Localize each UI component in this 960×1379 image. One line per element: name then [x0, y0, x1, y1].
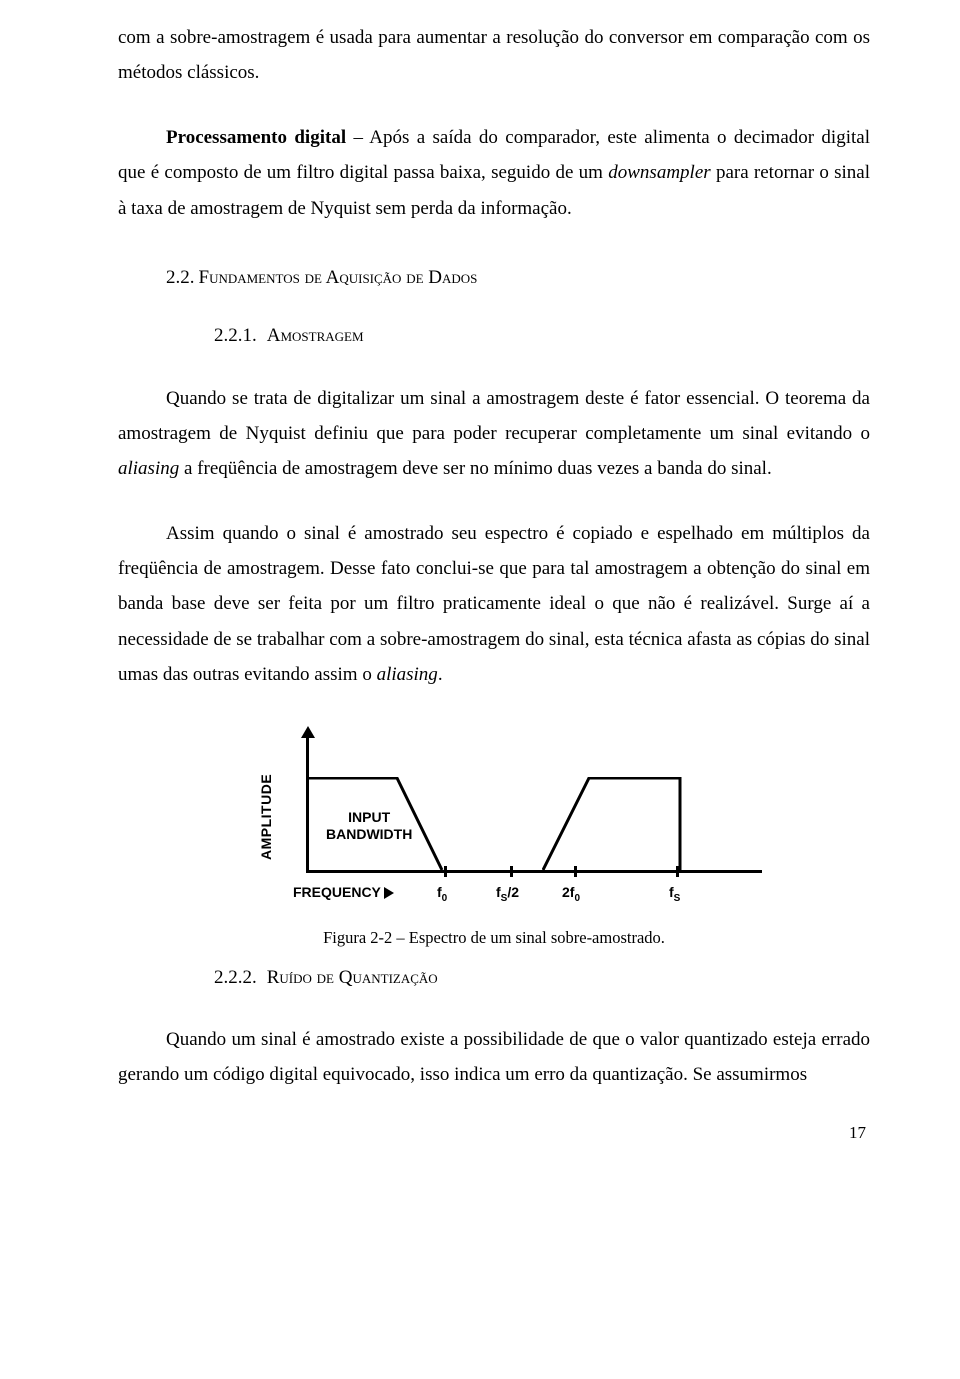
p4-italic: aliasing — [377, 664, 438, 685]
heading-2-2-2-text: Ruído de Quantização — [267, 967, 438, 988]
heading-2-2-1-text: Amostragem — [267, 325, 364, 346]
tick-fs2 — [510, 866, 513, 877]
heading-2-2-num: 2.2. — [166, 264, 195, 293]
x-axis-dash — [746, 870, 762, 873]
paragraph-amostragem-1: Quando se trata de digitalizar um sinal … — [118, 381, 870, 486]
heading-2-2-text: Fundamentos de Aquisição de Dados — [199, 267, 478, 288]
p3a: Quando se trata de digitalizar um sinal … — [118, 388, 870, 444]
input-bw-line2: BANDWIDTH — [326, 826, 412, 842]
lead-bold: Processamento digital — [166, 127, 346, 148]
p3b: a freqüência de amostragem deve ser no m… — [179, 458, 771, 479]
heading-2-2: 2.2.Fundamentos de Aquisição de Dados — [166, 264, 870, 293]
page-number: 17 — [118, 1123, 870, 1143]
p4a: Assim quando o sinal é amostrado seu esp… — [118, 523, 870, 685]
spectrum-lobe-right-path — [543, 778, 680, 870]
tick-f0 — [444, 866, 447, 877]
tick-label-fs2: fS/2 — [496, 884, 519, 904]
input-bw-line1: INPUT — [348, 809, 390, 825]
tick-label-f0: f0 — [437, 884, 447, 904]
tick-label-fs: fS — [669, 884, 680, 904]
diagram-spectrum: AMPLITUDE INPUT BANDWIDTH FREQUENCY f0 f… — [234, 722, 754, 922]
input-bandwidth-label: INPUT BANDWIDTH — [326, 809, 412, 843]
paragraph-amostragem-2: Assim quando o sinal é amostrado seu esp… — [118, 516, 870, 692]
p3-italic: aliasing — [118, 458, 179, 479]
tick-label-2f0: 2f0 — [562, 884, 580, 904]
spectrum-lobe-right — [542, 777, 682, 872]
x-axis-label: FREQUENCY — [293, 884, 394, 900]
paragraph-intro: com a sobre-amostragem é usada para aume… — [118, 20, 870, 90]
heading-2-2-2-num: 2.2.2. — [214, 964, 257, 993]
x-axis-label-text: FREQUENCY — [293, 884, 381, 900]
paragraph-ruido: Quando um sinal é amostrado existe a pos… — [118, 1022, 870, 1092]
y-axis-label: AMPLITUDE — [258, 774, 274, 860]
para2-italic: downsampler — [608, 162, 710, 183]
figure-caption: Figura 2-2 – Espectro de um sinal sobre-… — [118, 928, 870, 948]
tick-fs — [676, 866, 679, 877]
p4b: . — [438, 664, 443, 685]
tick-2f0 — [574, 866, 577, 877]
heading-2-2-1: 2.2.1. Amostragem — [214, 322, 870, 351]
arrow-right-icon — [384, 887, 394, 899]
figure-spectrum: AMPLITUDE INPUT BANDWIDTH FREQUENCY f0 f… — [118, 722, 870, 922]
heading-2-2-1-num: 2.2.1. — [214, 322, 257, 351]
paragraph-processamento: Processamento digital – Após a saída do … — [118, 120, 870, 225]
heading-2-2-2: 2.2.2. Ruído de Quantização — [214, 964, 870, 993]
